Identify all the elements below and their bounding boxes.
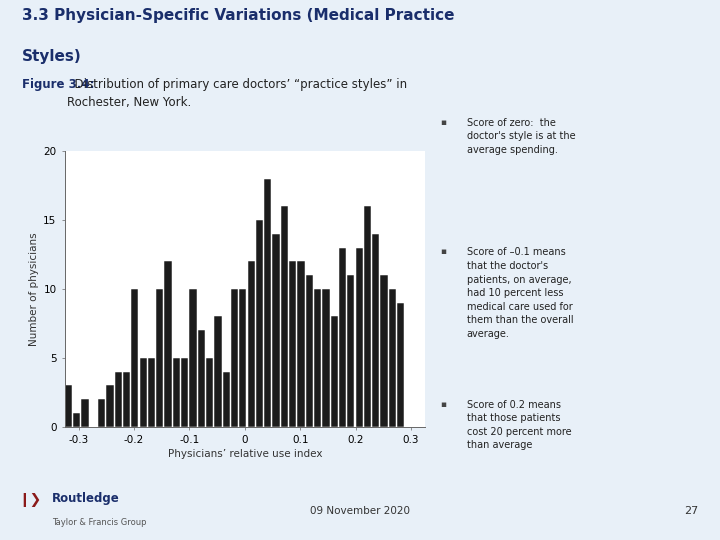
- Bar: [81, 399, 89, 427]
- Bar: [206, 357, 213, 427]
- Bar: [372, 234, 379, 427]
- Bar: [164, 261, 171, 427]
- Bar: [364, 206, 371, 427]
- Bar: [239, 289, 246, 427]
- Text: 3.3 Physician-Specific Variations (Medical Practice: 3.3 Physician-Specific Variations (Medic…: [22, 8, 454, 23]
- Bar: [323, 289, 330, 427]
- Bar: [107, 386, 114, 427]
- Bar: [231, 289, 238, 427]
- Bar: [389, 289, 396, 427]
- Bar: [114, 372, 122, 427]
- Bar: [222, 372, 230, 427]
- Y-axis label: Number of physicians: Number of physicians: [29, 232, 39, 346]
- Bar: [256, 220, 263, 427]
- Text: Taylor & Francis Group: Taylor & Francis Group: [52, 518, 146, 527]
- Text: Score of 0.2 means
that those patients
cost 20 percent more
than average: Score of 0.2 means that those patients c…: [467, 400, 571, 450]
- Bar: [123, 372, 130, 427]
- Bar: [272, 234, 279, 427]
- Bar: [380, 275, 387, 427]
- Text: 09 November 2020: 09 November 2020: [310, 506, 410, 516]
- Bar: [306, 275, 313, 427]
- Text: Routledge: Routledge: [52, 492, 120, 505]
- Bar: [98, 399, 105, 427]
- Bar: [65, 386, 72, 427]
- X-axis label: Physicians’ relative use index: Physicians’ relative use index: [168, 449, 322, 459]
- Bar: [264, 179, 271, 427]
- Bar: [330, 316, 338, 427]
- Text: ❙❯: ❙❯: [18, 494, 41, 508]
- Bar: [173, 357, 180, 427]
- Bar: [198, 330, 205, 427]
- Text: ▪: ▪: [441, 247, 447, 256]
- Bar: [73, 413, 81, 427]
- Bar: [397, 302, 405, 427]
- Bar: [289, 261, 297, 427]
- Bar: [215, 316, 222, 427]
- Bar: [148, 357, 155, 427]
- Bar: [314, 289, 321, 427]
- Bar: [181, 357, 189, 427]
- Bar: [347, 275, 354, 427]
- Text: Distribution of primary care doctors’ “practice styles” in
Rochester, New York.: Distribution of primary care doctors’ “p…: [67, 78, 407, 109]
- Bar: [140, 357, 147, 427]
- Bar: [297, 261, 305, 427]
- Bar: [356, 247, 363, 427]
- Bar: [339, 247, 346, 427]
- Text: ▪: ▪: [441, 400, 447, 409]
- Text: Styles): Styles): [22, 49, 81, 64]
- Bar: [248, 261, 255, 427]
- Bar: [131, 289, 138, 427]
- Bar: [189, 289, 197, 427]
- Text: Score of –0.1 means
that the doctor's
patients, on average,
had 10 percent less
: Score of –0.1 means that the doctor's pa…: [467, 247, 573, 339]
- Text: Score of zero:  the
doctor's style is at the
average spending.: Score of zero: the doctor's style is at …: [467, 118, 575, 155]
- Text: ▪: ▪: [441, 118, 447, 127]
- Bar: [156, 289, 163, 427]
- Text: Figure 3.4:: Figure 3.4:: [22, 78, 94, 91]
- Text: 27: 27: [684, 506, 698, 516]
- Bar: [281, 206, 288, 427]
